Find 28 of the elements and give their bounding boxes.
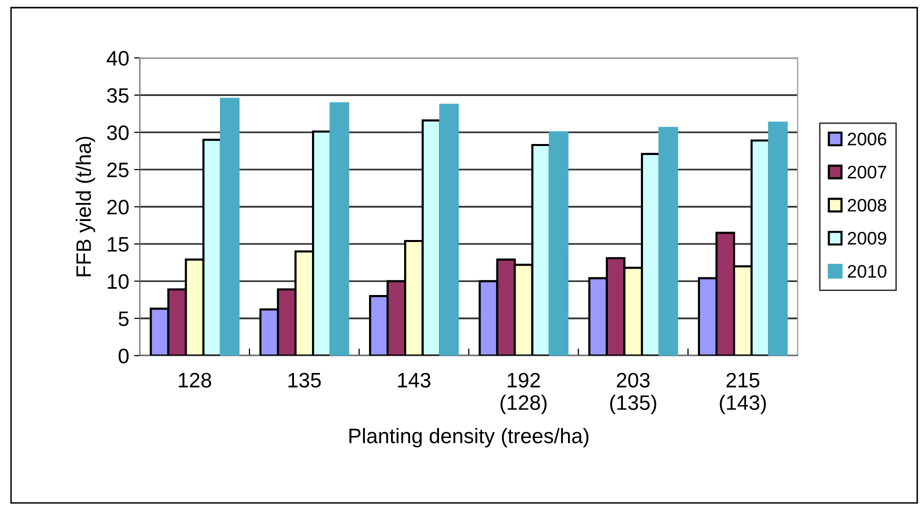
x-tick-label: 203 (135) [610,372,656,414]
y-tick-label: 5 [118,312,129,326]
x-tick-label: 215 (143) [720,372,766,414]
y-tick-label: 15 [108,237,129,252]
bar [658,126,678,356]
legend-label: 2006 [848,132,886,146]
x-axis-title: Planting density (trees/ha) [349,428,588,448]
x-tick-label: 128 [178,372,212,388]
bar [768,122,788,356]
y-tick-label: 30 [107,125,129,140]
x-tick-label: 192 (128) [500,372,547,414]
bar [439,104,459,356]
legend-label: 2008 [848,198,886,212]
bar [330,102,350,356]
x-tick-label: 135 [288,372,321,388]
y-tick-label: 35 [107,88,129,103]
y-tick-label: 40 [106,50,129,66]
legend-label: 2009 [848,232,886,245]
legend-label: 2010 [848,264,886,278]
y-tick-label: 10 [108,274,129,289]
x-tick-label: 143 [398,372,430,388]
legend-label: 2007 [848,166,886,179]
y-tick-label: 25 [107,162,129,178]
bar [548,131,568,356]
y-tick-label: 20 [107,200,129,215]
y-tick-label: 0 [118,348,129,364]
bar [220,98,240,356]
y-axis-title: FFB yield (t/ha) [76,136,96,276]
